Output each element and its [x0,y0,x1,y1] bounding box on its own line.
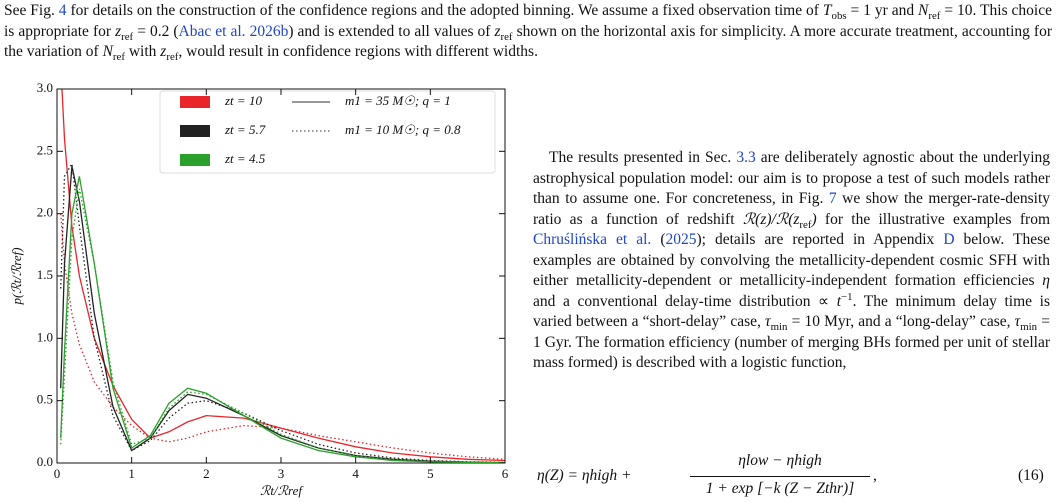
paragraph: See Fig. 4 for details on the constructi… [4,1,1052,63]
text-run: See Fig. [4,2,59,19]
legend-label: m1 = 10 M☉; q = 0.8 [345,122,461,137]
text-run: for details on the construction of the c… [66,2,823,19]
fraction-bar [690,476,870,477]
text-run: with [124,43,161,60]
x-tick-label: 3 [278,466,285,481]
text-run: , would result in confidence regions wit… [178,43,538,60]
text-run: ); details are reported in Appendix [696,231,944,248]
text-run: The results presented in Sec. [549,149,737,166]
equation-number: (16) [1018,467,1044,484]
x-tick-label: 1 [128,466,135,481]
text-run: min [770,321,788,334]
text-run: z [494,22,501,40]
text-run: ref [928,10,941,23]
text-run: = 1 Gyr. The formation efficiency (numbe… [533,313,1050,371]
legend-label: zt = 10 [224,93,262,108]
text-run: ref [500,30,513,43]
text-run: τ [765,313,771,330]
y-tick-label: 0.5 [37,392,53,407]
text-run: and a conventional delay-time distributi… [533,292,837,310]
reference-link[interactable]: 7 [828,190,837,207]
y-tick-label: 1.5 [37,267,53,282]
text-run: = 10. This choice is appropriate for [4,2,1052,40]
equation-tail: , [873,467,877,484]
text-run: T [822,2,832,19]
chart: ℛt/ℛref p(ℛt/ℛref) 0 1 2 3 4 5 6 0.0 0.5 1.0 1.5 2.… [9,80,509,498]
text-run: below. These examples are obtained by co… [533,231,1050,289]
equation-denominator: 1 + exp [−k (Z − Zthr)] [705,480,855,497]
text-run: −1 [841,290,853,303]
text-run: ref [166,51,179,64]
text-run: ref [121,30,134,43]
x-tick-label: 6 [502,466,509,481]
curve [60,213,505,460]
text-run: . The minimum delay time is varied betwe… [533,292,1050,331]
y-tick-label: 3.0 [37,80,53,95]
curve [60,166,505,463]
legend-swatch [180,96,210,108]
text-run: shown on the horizontal axis for simplic… [4,22,1052,61]
curve [60,161,505,463]
equation-numerator: ηlow − ηhigh [738,452,822,469]
legend-swatch [180,125,210,137]
x-tick-label: 4 [352,466,359,481]
text-run: N [918,2,929,19]
legend-label: m1 = 35 M☉; q = 1 [345,93,451,108]
paragraph: The results presented in Sec. 3.3 are de… [533,148,1050,374]
text-run: τ [1014,313,1021,330]
text-run: ℛ(z)/ℛ(z [742,210,800,228]
text-run: = 0.2 ( [133,22,179,40]
legend-label: zt = 5.7 [224,122,266,137]
text-run: we show the merger-rate-density ratio as… [533,190,1051,228]
legend-swatch [180,154,210,166]
text-run: ) [811,210,817,228]
y-tick-label: 1.0 [37,329,53,344]
curve [61,89,505,462]
curve [60,176,505,463]
text-run: z [160,43,167,60]
text-run: are deliberately agnostic about the unde… [533,149,1050,207]
x-tick-label: 2 [203,466,210,481]
y-tick-label: 2.0 [37,205,53,220]
text-run: = 1 yr and [846,2,919,19]
x-tick-label: 0 [54,466,61,481]
text-run: ref [112,51,125,64]
reference-link[interactable]: Chruślińska et al. [533,231,652,248]
text-run: = 10 Myr, and a “long-delay” case, [787,313,1015,330]
text-run: ( [651,231,666,248]
legend-label: zt = 4.5 [224,151,266,166]
text-run: ref [799,218,812,231]
reference-link[interactable]: Abac et al. 2026b [178,22,289,40]
x-tick-label: 5 [427,466,434,481]
text-run: N [102,43,113,60]
text-run: z [115,22,122,40]
y-tick-label: 0.0 [37,454,53,469]
curve [60,188,505,463]
text-run: ) and is extended to all values of [288,22,495,40]
y-axis-label: p(ℛt/ℛref) [9,247,24,305]
reference-link[interactable]: 3.3 [736,149,756,166]
reference-link[interactable]: D [943,231,955,248]
legend-box [159,90,496,174]
text-run: min [1020,321,1038,334]
curves [60,89,505,463]
text-run: obs [831,10,847,23]
text-run: t [836,292,842,310]
x-axis-label: ℛt/ℛref [260,483,304,498]
equation-lhs: η(Z) = ηhigh + [537,467,632,484]
reference-link[interactable]: 4 [58,2,67,19]
text-run: for the illustrative examples from [816,210,1051,228]
text-run: η [1042,272,1050,289]
y-tick-label: 2.5 [37,142,53,157]
reference-link[interactable]: 2025 [665,231,697,248]
